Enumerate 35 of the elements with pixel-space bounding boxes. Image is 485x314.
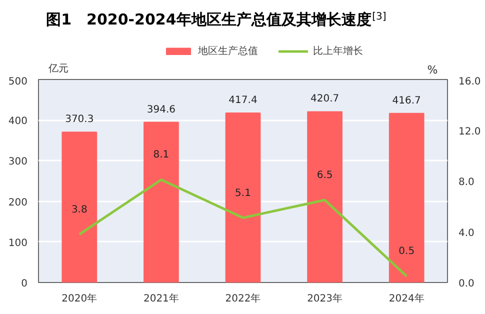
bar xyxy=(144,122,179,282)
y2-tick-label: 0.0 xyxy=(458,278,474,290)
data-label: 416.7 xyxy=(392,95,421,106)
bar xyxy=(225,112,261,282)
legend-label: 地区生产总值 xyxy=(198,44,258,58)
legend-label: 比上年增长 xyxy=(313,44,363,58)
data-label: 370.3 xyxy=(65,114,94,126)
y-tick-label: 400 xyxy=(8,116,28,128)
y2-tick-label: 8.0 xyxy=(458,177,474,188)
y2-axis-title: % xyxy=(427,64,438,76)
x-tick-label: 2022年 xyxy=(225,292,261,304)
y2-tick-label: 12.0 xyxy=(458,126,481,138)
data-label: 5.1 xyxy=(235,188,251,199)
y-tick-label: 300 xyxy=(8,156,28,168)
bar xyxy=(307,111,342,282)
x-tick-label: 2020年 xyxy=(62,292,98,304)
x-tick-label: 2021年 xyxy=(143,292,179,304)
x-tick-label: 2024年 xyxy=(388,292,424,304)
data-label: 420.7 xyxy=(310,94,340,105)
y-tick-label: 0 xyxy=(21,278,28,290)
data-label: 8.1 xyxy=(153,150,170,161)
y-tick-label: 500 xyxy=(8,76,28,88)
data-label: 3.8 xyxy=(71,204,88,216)
data-label: 394.6 xyxy=(146,104,176,116)
data-label: 0.5 xyxy=(398,246,415,258)
y-tick-label: 200 xyxy=(8,197,28,208)
bar xyxy=(62,132,98,282)
data-label: 6.5 xyxy=(316,170,333,182)
bar xyxy=(388,112,424,282)
y-tick-label: 100 xyxy=(8,238,28,249)
y-axis-title: 亿元 xyxy=(48,64,69,74)
y2-tick-label: 4.0 xyxy=(458,228,474,239)
y2-tick-label: 16.0 xyxy=(458,76,481,88)
x-tick-label: 2023年 xyxy=(307,292,343,304)
data-label: 417.4 xyxy=(228,95,258,106)
